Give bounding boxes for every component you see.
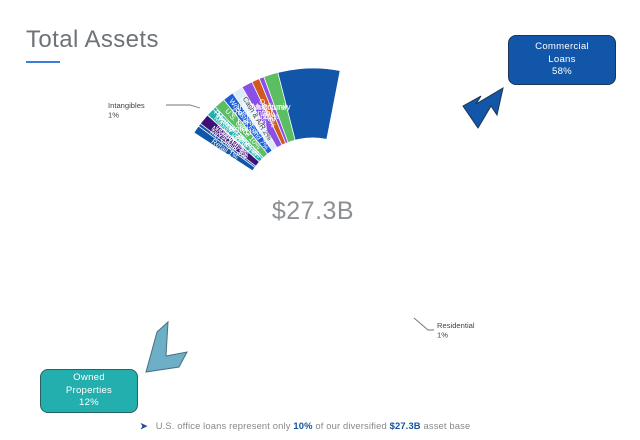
donut-center-total: $27.3B xyxy=(272,197,354,225)
segment-arc[interactable] xyxy=(193,101,267,172)
footnote-prefix: U.S. office loans represent only xyxy=(155,420,294,431)
bullet-arrow-icon: ➤ xyxy=(140,421,148,431)
footnote-bullet-row: ➤ U.S. office loans represent only 10% o… xyxy=(140,420,470,432)
footnote-middle: of our diversified xyxy=(312,420,390,431)
group-box-owned-line3: 12% xyxy=(79,397,99,409)
segment-label: Other 3% xyxy=(257,97,278,129)
group-box-owned-properties[interactable]: Owned Properties 12% xyxy=(40,369,138,413)
group-box-commercial-line2: Loans xyxy=(548,53,576,65)
group-box-owned-line2: Properties xyxy=(65,384,113,396)
donut-segment-other[interactable] xyxy=(241,76,289,149)
donut-segment-hotel[interactable] xyxy=(193,87,277,172)
arrow-to-owned-properties xyxy=(145,320,188,373)
group-box-owned-line1: Owned xyxy=(73,372,105,384)
donut-segment-intangibles[interactable] xyxy=(251,78,287,146)
segment-arc[interactable] xyxy=(232,84,280,152)
segment-label: Infrastructure Lending 9% xyxy=(237,103,286,131)
segment-arc[interactable] xyxy=(214,71,296,159)
segment-arc[interactable] xyxy=(193,125,256,172)
donut-segment-multifamily[interactable] xyxy=(193,67,341,172)
segment-label: Property - Other 2% xyxy=(212,108,264,160)
segment-label: U.S. Office 10% xyxy=(223,107,264,152)
group-box-commercial-line3: 58% xyxy=(552,66,572,78)
segment-arc[interactable] xyxy=(193,80,284,172)
donut-segment-master-lease[interactable] xyxy=(206,108,263,163)
donut-segment-residential-lending[interactable] xyxy=(199,73,293,167)
segment-label: Hotel 8% xyxy=(229,124,248,143)
donut-segment-industrial[interactable] xyxy=(193,101,267,172)
segment-arc[interactable] xyxy=(241,76,289,149)
segment-label: Industrial 5% xyxy=(214,123,252,157)
callout-label: Residential 1% xyxy=(437,321,475,339)
segment-arc[interactable] xyxy=(193,113,261,172)
segment-label: Mixed Use 4% xyxy=(210,124,252,161)
donut-segment-woodstar-fund[interactable] xyxy=(206,81,283,163)
segment-label: Cash & A/R 2% xyxy=(241,95,275,143)
segment-arc[interactable] xyxy=(206,103,266,163)
callout-leader-line xyxy=(166,104,201,109)
donut-segment-residential[interactable] xyxy=(193,125,256,172)
callout-intangibles: Intangibles 1% xyxy=(108,101,201,119)
group-box-commercial-loans[interactable]: Commercial Loans 58% xyxy=(508,35,616,85)
segment-label: REIS CMBS 4% xyxy=(238,95,274,144)
callout-label: Intangibles 1% xyxy=(108,101,145,119)
donut-segment-infrastructure-lending[interactable] xyxy=(214,71,296,159)
segment-arc[interactable] xyxy=(193,67,341,172)
segment-label: Residential Lending 11% xyxy=(232,109,273,137)
segment-label: Multifamily 21% xyxy=(252,103,292,122)
segment-arc[interactable] xyxy=(193,125,256,172)
segment-arc[interactable] xyxy=(199,73,293,167)
title-block: Total Assets xyxy=(26,28,159,63)
segment-label: Other 5% xyxy=(218,126,247,153)
segment-arc[interactable] xyxy=(206,81,283,163)
segment-label: Medical Office 2% xyxy=(214,110,262,158)
callout-residential: Residential 1% xyxy=(413,317,475,339)
segment-arc[interactable] xyxy=(193,87,277,172)
donut-segment-other-commercial[interactable] xyxy=(193,101,267,172)
donut-segment-int-l-office[interactable] xyxy=(193,113,261,172)
segment-arc[interactable] xyxy=(206,103,266,163)
segment-label: Master Lease 1% xyxy=(212,114,259,160)
donut-segment-medical-office[interactable] xyxy=(206,103,266,163)
segment-label: Woodstar Fund 7% xyxy=(227,97,271,152)
donut-segment-u-s-office[interactable] xyxy=(193,80,284,172)
donut-segment-mixed-use[interactable] xyxy=(193,107,264,172)
segment-arc[interactable] xyxy=(223,81,282,155)
segment-label: Int'l Office 3% xyxy=(208,127,249,161)
donut-segment-retail[interactable] xyxy=(193,125,256,172)
donut-segment-reis-cmbs[interactable] xyxy=(223,81,282,155)
segment-arc[interactable] xyxy=(251,78,287,146)
arrow-to-commercial-loans xyxy=(462,86,504,129)
title-underline-rule xyxy=(26,61,60,63)
footnote-suffix: asset base xyxy=(420,420,471,431)
callout-leader-line xyxy=(413,317,434,331)
segment-arc[interactable] xyxy=(193,101,267,172)
donut-segment-property-other[interactable] xyxy=(206,103,266,163)
page-title: Total Assets xyxy=(26,26,159,53)
segment-arc[interactable] xyxy=(193,107,264,172)
footnote-highlight-amount: $27.3B xyxy=(389,420,421,431)
footnote-text: U.S. office loans represent only 10% of … xyxy=(156,420,471,431)
donut-segment-cash-a-r[interactable] xyxy=(232,84,280,152)
segment-label: Retail 1% xyxy=(210,137,241,162)
segment-arc[interactable] xyxy=(206,108,263,163)
group-box-commercial-line1: Commercial xyxy=(535,41,589,53)
footnote-highlight-percent: 10% xyxy=(293,420,313,431)
